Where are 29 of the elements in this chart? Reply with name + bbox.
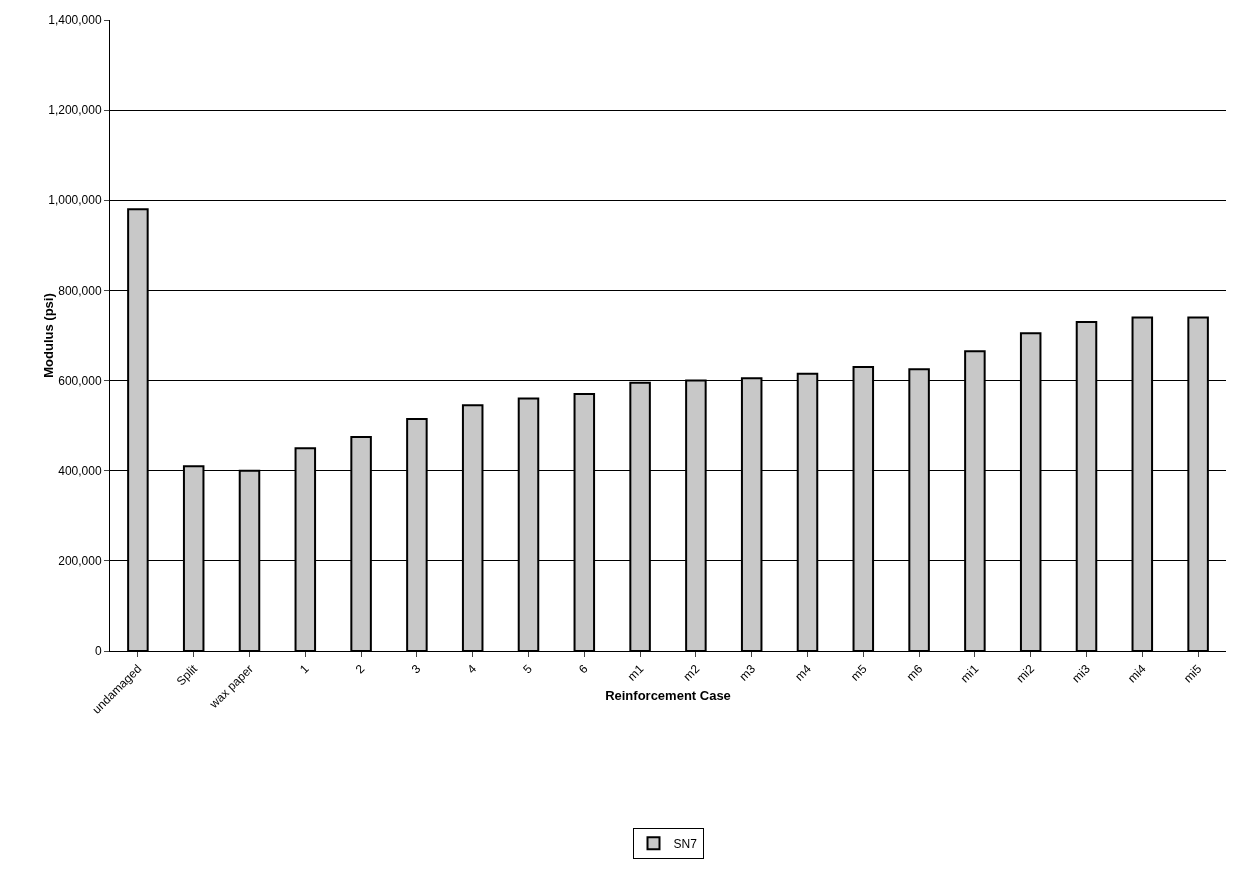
x-tick-label: mi5 — [1180, 661, 1205, 686]
legend-label: SN7 — [673, 836, 698, 851]
y-tick-label: 400,000 — [58, 463, 102, 478]
x-tick-label: m4 — [792, 661, 815, 684]
x-tick-label: mi1 — [957, 661, 982, 686]
x-tick-label: 1 — [297, 661, 312, 677]
x-tick-label: 4 — [464, 661, 480, 677]
x-tick-label: m6 — [903, 661, 926, 684]
y-tick-label: 800,000 — [58, 283, 102, 298]
y-tick-label: 200,000 — [58, 554, 102, 569]
y-tick-label: 1,200,000 — [48, 103, 102, 118]
y-axis-title: Modulus (psi) — [41, 293, 57, 378]
y-tick-label: 1,400,000 — [48, 13, 102, 28]
x-tick-label: mi3 — [1069, 661, 1094, 686]
x-tick-label: m3 — [736, 661, 759, 684]
x-tick-label: m1 — [624, 661, 647, 684]
y-tick-label: 0 — [94, 644, 102, 659]
x-axis-title: Reinforcement Case — [605, 688, 731, 703]
x-tick-label: mi4 — [1125, 661, 1149, 686]
x-tick-label: 2 — [352, 661, 368, 677]
y-tick-label: 600,000 — [58, 373, 102, 388]
x-tick-label: Split — [173, 661, 201, 689]
x-tick-label: m2 — [680, 661, 703, 684]
x-tick-label: m5 — [847, 661, 870, 684]
x-tick-label: 3 — [408, 661, 424, 677]
x-tick-label: 5 — [520, 661, 536, 677]
x-tick-label: mi2 — [1013, 661, 1038, 686]
y-tick-label: 1,000,000 — [48, 193, 102, 208]
x-tick-label: 6 — [576, 661, 591, 677]
